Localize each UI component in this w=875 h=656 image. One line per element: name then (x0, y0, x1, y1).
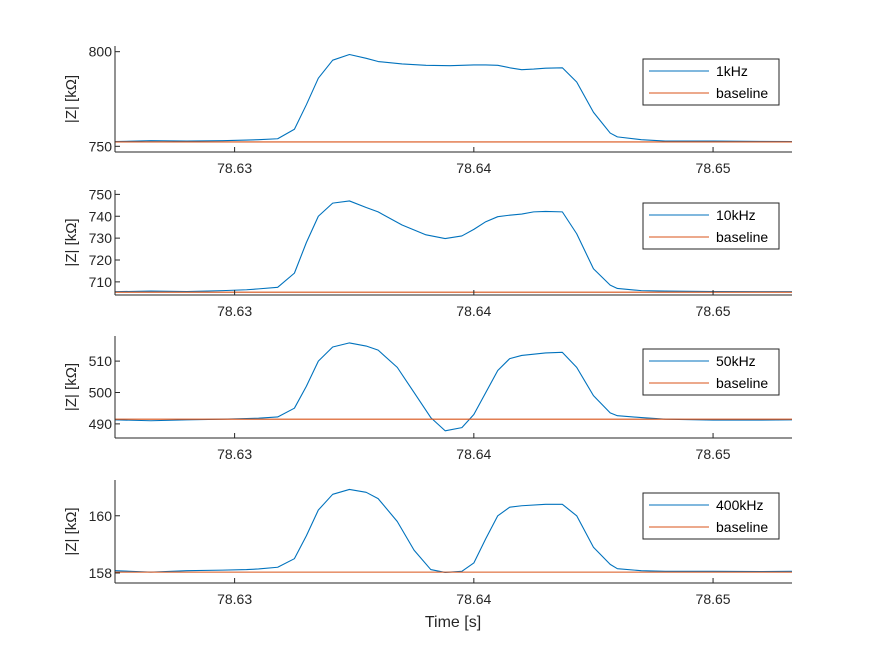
series-group (115, 200, 792, 293)
y-tick-label: 730 (89, 230, 113, 246)
series-group (115, 342, 792, 432)
y-tick-label: 800 (89, 44, 113, 60)
legend-entry-baseline: baseline (716, 519, 768, 535)
series-line-10kHz (115, 200, 792, 293)
y-tick-label: 500 (89, 384, 113, 400)
y-axis-label: |Z| [kΩ] (63, 507, 80, 555)
legend: 1kHz baseline (642, 58, 780, 106)
legend: 400kHz baseline (642, 492, 780, 540)
y-axis-label: |Z| [kΩ] (63, 75, 80, 123)
y-tick-label: 750 (89, 138, 113, 154)
legend-entry-baseline: baseline (716, 85, 768, 101)
y-tick-label: 720 (89, 252, 113, 268)
subplot-1: 750 800 78.63 78.64 78.65 |Z| [kΩ] 1kHz baselin… (63, 44, 792, 176)
x-tick-label: 78.65 (696, 591, 731, 607)
x-tick-label: 78.65 (696, 160, 731, 176)
legend-entry-baseline: baseline (716, 375, 768, 391)
legend-box (642, 348, 780, 396)
legend-box (642, 492, 780, 540)
legend: 50kHz baseline (642, 348, 780, 396)
legend-entry-10kHz: 10kHz (716, 207, 756, 223)
y-tick-label: 490 (89, 416, 113, 432)
legend: 10kHz baseline (642, 202, 780, 250)
series-group (115, 488, 792, 573)
y-tick-label: 510 (89, 353, 113, 369)
x-tick-label: 78.64 (456, 303, 491, 319)
y-tick-label: 160 (89, 508, 113, 524)
legend-entry-400kHz: 400kHz (716, 497, 763, 513)
legend-entry-50kHz: 50kHz (716, 353, 756, 369)
y-axis-label: |Z| [kΩ] (63, 218, 80, 266)
x-tick-label: 78.63 (217, 160, 252, 176)
y-tick-label: 158 (89, 565, 113, 581)
x-tick-label: 78.65 (696, 446, 731, 462)
x-tick-label: 78.64 (456, 160, 491, 176)
legend-entry-1kHz: 1kHz (716, 63, 748, 79)
x-tick-label: 78.64 (456, 446, 491, 462)
y-tick-label: 710 (89, 274, 113, 290)
x-tick-label: 78.64 (456, 591, 491, 607)
legend-box (642, 58, 780, 106)
y-tick-label: 750 (89, 186, 113, 202)
subplot-3: 490 500 510 78.63 78.64 78.65 |Z| [kΩ] 50kHz bas… (63, 336, 792, 462)
y-tick-label: 740 (89, 208, 113, 224)
y-axis-label: |Z| [kΩ] (63, 363, 80, 411)
subplot-4: 158 160 78.63 78.64 78.65 |Z| [kΩ] 400kHz basel… (63, 480, 792, 607)
x-tick-label: 78.65 (696, 303, 731, 319)
subplot-2: 710 720 730 740 750 78.63 78.64 78.65 |Z| [kΩ] 10… (63, 186, 792, 319)
subplot-stack: 750 800 78.63 78.64 78.65 |Z| [kΩ] 1kHz baselin… (63, 44, 792, 607)
legend-box (642, 202, 780, 250)
x-axis-label: Time [s] (425, 614, 481, 631)
x-tick-label: 78.63 (217, 446, 252, 462)
x-tick-label: 78.63 (217, 303, 252, 319)
series-group (115, 53, 792, 143)
series-line-50kHz (115, 342, 792, 432)
x-tick-label: 78.63 (217, 591, 252, 607)
series-line-1kHz (115, 53, 792, 143)
legend-entry-baseline: baseline (716, 229, 768, 245)
